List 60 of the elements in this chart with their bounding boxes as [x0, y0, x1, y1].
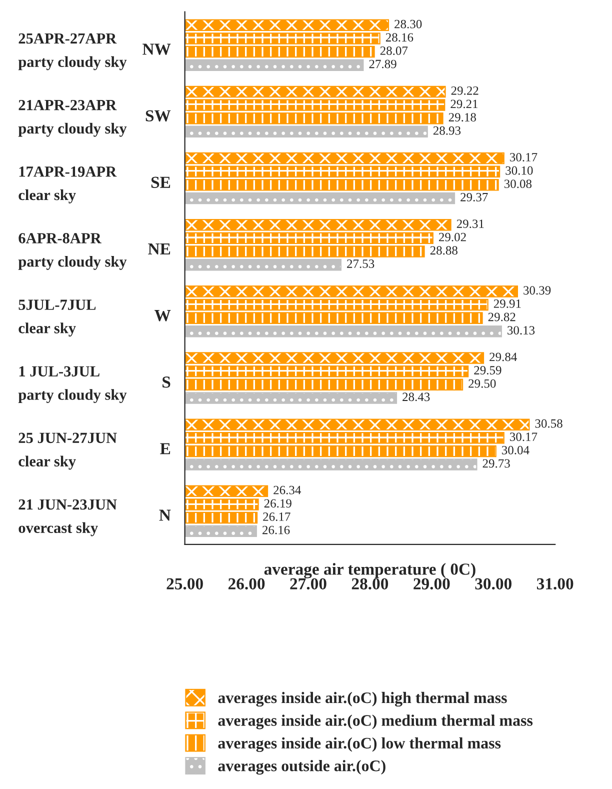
data-label: 26.16	[262, 526, 290, 534]
text: N	[159, 510, 171, 521]
data-label: 28.88	[430, 246, 458, 255]
data-label: 26.34	[274, 486, 301, 494]
data-label: 29.84	[490, 352, 517, 362]
data-label: 30.08	[504, 180, 532, 188]
text: SE	[151, 176, 170, 188]
data-label: 28.30	[394, 20, 422, 28]
legend-label: averages outside air.(oC)	[218, 760, 386, 775]
data-label: 28.93	[433, 126, 461, 135]
data-label: 27.89	[369, 60, 396, 68]
y-tick-label: 1 JUL-3JUL party cloudy sky	[18, 366, 127, 404]
legend-label: averages inside air.(oC) high thermal mass	[218, 692, 507, 707]
data-label: 30.04	[502, 446, 530, 454]
text: S	[162, 376, 170, 388]
x-tick-label: 31.00	[536, 578, 574, 590]
y-tick-label: 21 JUN-23JUN overcast sky	[18, 499, 117, 536]
text: NE	[148, 243, 170, 254]
data-label: 30.39	[524, 286, 551, 295]
text: W	[154, 310, 171, 322]
data-label: 30.17	[510, 432, 538, 442]
legend-label: averages inside air.(oC) low thermal mass	[218, 737, 501, 752]
data-label: 29.73	[482, 459, 510, 468]
x-tick-label: 28.00	[352, 578, 388, 590]
y-tick-label: 17APR-19APR clear sky	[18, 166, 117, 204]
data-label: 28.43	[402, 392, 430, 402]
y-tick-label: 21APR-23APR party cloudy sky	[18, 100, 127, 137]
x-tick-label: 27.00	[290, 578, 326, 590]
text: SW	[146, 110, 171, 122]
data-label: 27.53	[347, 260, 374, 268]
x-tick-label: 25.00	[166, 578, 203, 590]
data-label: 29.22	[451, 86, 478, 95]
data-label: 29.31	[456, 220, 484, 228]
data-label: 29.59	[474, 366, 502, 375]
data-label: 26.17	[263, 512, 290, 521]
y-tick-label: 5JUL-7JUL clear sky	[18, 300, 96, 336]
data-label: 30.58	[535, 419, 562, 428]
text: NW	[142, 44, 171, 55]
data-label: 26.19	[264, 499, 292, 508]
data-label: 28.07	[380, 46, 408, 55]
data-label: 29.18	[448, 113, 476, 122]
data-label: 29.21	[450, 100, 478, 108]
x-axis-title: average air temperature ( 0C)	[264, 563, 476, 578]
data-label: 30.17	[510, 152, 538, 162]
data-label: 28.16	[386, 33, 414, 42]
y-tick-label: 6APR-8APR party cloudy sky	[18, 233, 127, 270]
x-tick-label: 26.00	[228, 578, 265, 590]
data-label: 29.37	[460, 192, 488, 202]
data-label: 29.50	[468, 379, 496, 388]
data-label: 29.82	[488, 312, 516, 322]
y-tick-label: 25 JUN-27JUN clear sky	[18, 432, 117, 470]
data-label: 29.02	[439, 232, 466, 242]
text: E	[160, 443, 170, 454]
x-tick-label: 30.00	[475, 578, 512, 590]
legend-label: averages inside air.(oC) medium thermal mass	[218, 714, 533, 730]
y-tick-label: 25APR-27APR party cloudy sky	[18, 33, 127, 70]
data-label: 30.13	[508, 326, 535, 335]
x-tick-label: 29.00	[414, 578, 450, 590]
data-label: 29.91	[494, 299, 521, 308]
data-label: 30.10	[506, 166, 533, 175]
